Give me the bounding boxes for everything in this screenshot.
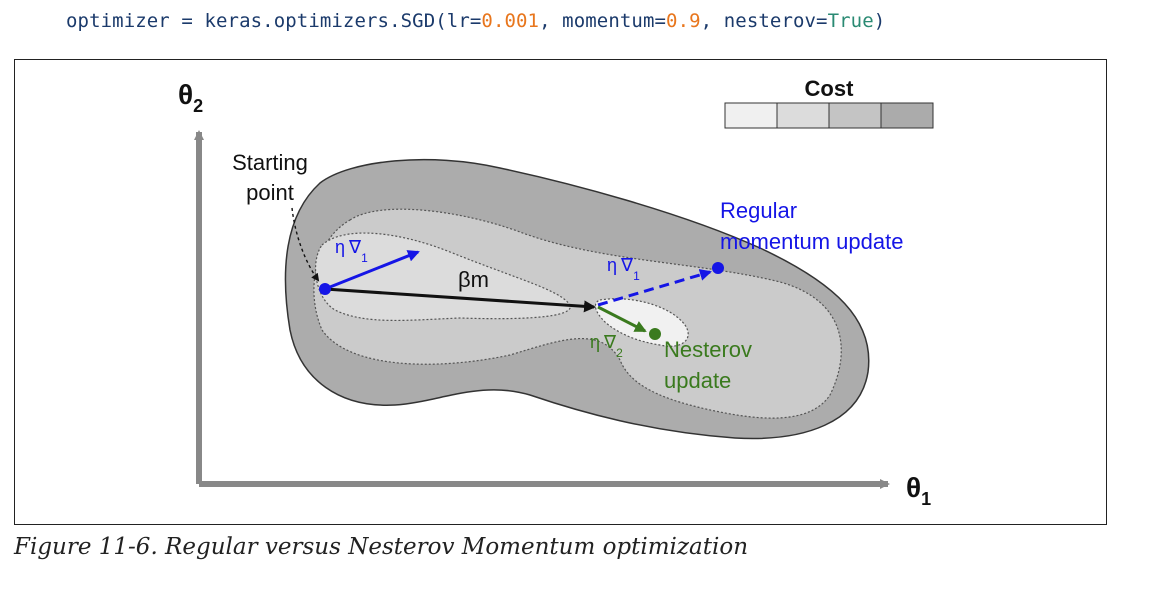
legend-title: Cost xyxy=(805,76,855,101)
regular-update-dot xyxy=(712,262,724,274)
regular-update-label-line1: Regular xyxy=(720,198,797,223)
nesterov-update-label-line2: update xyxy=(664,368,731,393)
cost-contour-inner xyxy=(314,232,571,321)
x-axis-label: θ1 xyxy=(906,472,931,509)
gradient-label-1: η ∇1 xyxy=(335,237,368,265)
code-nesterov-value: True xyxy=(827,10,874,32)
legend-swatch-2 xyxy=(776,102,830,129)
momentum-arrow xyxy=(324,287,596,313)
code-snippet: optimizer = keras.optimizers.SGD(lr=0.00… xyxy=(66,10,885,32)
momentum-label: βm xyxy=(458,267,489,292)
code-prefix: optimizer = keras.optimizers.SGD(lr= xyxy=(66,10,482,32)
code-momentum-value: 0.9 xyxy=(666,10,701,32)
y-axis-label: θ2 xyxy=(178,79,203,116)
legend-swatch-3 xyxy=(828,102,882,129)
nesterov-update-dot xyxy=(649,328,661,340)
code-mid2: , nesterov= xyxy=(700,10,828,32)
regular-update-label-line2: momentum update xyxy=(720,229,903,254)
nesterov-update-label-line1: Nesterov xyxy=(664,337,752,362)
code-mid: , momentum= xyxy=(539,10,667,32)
starting-point-label-line1: Starting xyxy=(232,150,308,175)
starting-point-pointer xyxy=(291,207,320,282)
code-suffix: ) xyxy=(873,10,886,32)
figure-caption: Figure 11-6. Regular versus Nesterov Mom… xyxy=(14,534,749,560)
gradient-arrow-1 xyxy=(324,250,420,291)
code-lr-value: 0.001 xyxy=(481,10,540,32)
regular-gradient-label: η ∇1 xyxy=(607,255,640,283)
nesterov-gradient-label: η ∇2 xyxy=(590,332,623,360)
legend-swatch-4 xyxy=(880,102,934,129)
starting-point-label-line2: point xyxy=(246,180,294,205)
regular-update-arrow xyxy=(597,269,712,307)
nesterov-update-arrow xyxy=(597,305,647,333)
starting-point-dot xyxy=(319,283,331,295)
cost-legend xyxy=(724,102,934,129)
legend-swatch-1 xyxy=(724,102,778,129)
